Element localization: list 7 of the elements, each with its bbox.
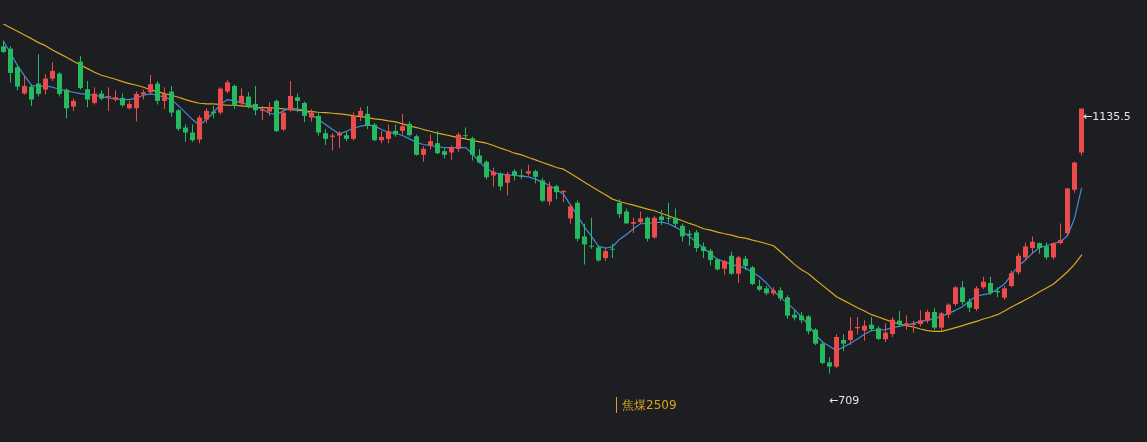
candlestick: [588, 217, 595, 249]
candlestick: [105, 87, 112, 111]
text: ←709: [829, 394, 860, 408]
candlestick: [609, 243, 616, 259]
candlestick: [910, 320, 917, 333]
candlestick: [665, 202, 672, 223]
text: 焦煤2509: [616, 397, 677, 413]
